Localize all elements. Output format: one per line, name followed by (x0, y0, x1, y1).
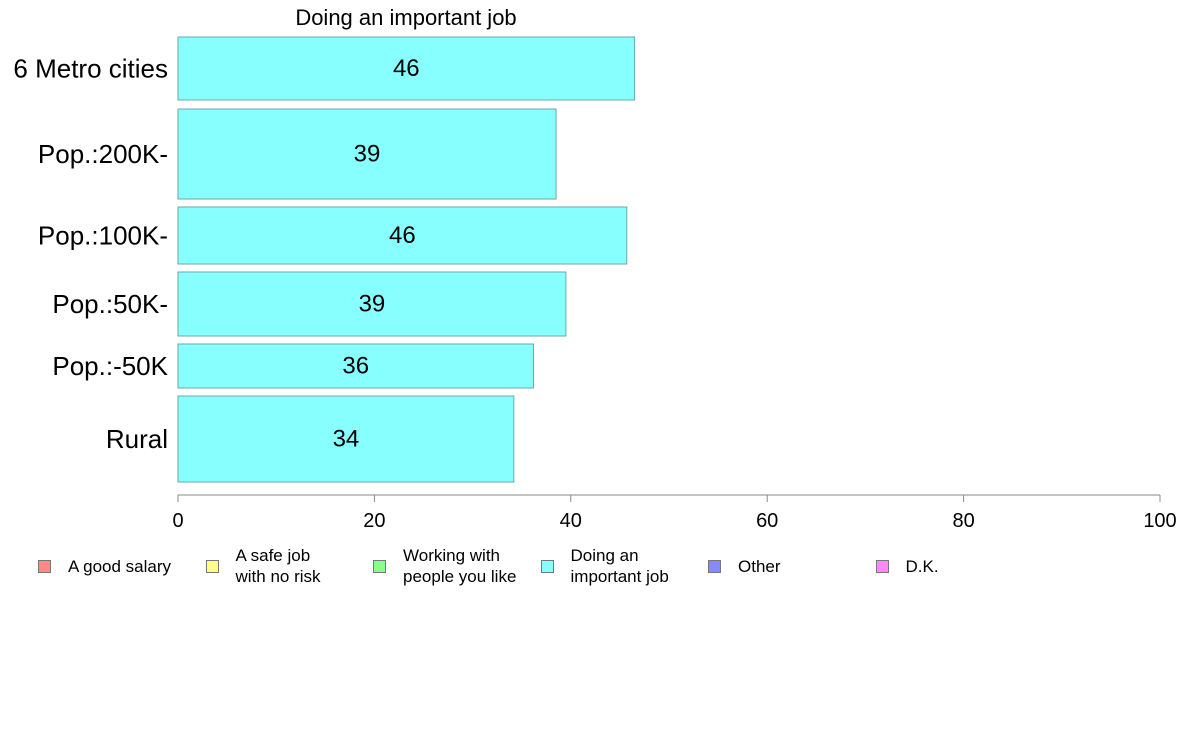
legend-item: Other (708, 544, 781, 588)
legend-swatch (875, 559, 889, 573)
x-tick-label: 20 (363, 510, 385, 532)
bar-value-label: 39 (359, 291, 386, 318)
category-label: Pop.:200K- (38, 139, 168, 169)
bar-value-label: 46 (389, 222, 416, 249)
x-tick-label: 0 (172, 510, 183, 532)
x-tick-label: 40 (560, 510, 582, 532)
legend-swatch (708, 559, 721, 573)
bar (177, 206, 628, 265)
legend-item: Working with people you like (373, 544, 516, 588)
bar (177, 271, 567, 337)
category-label: Pop.:100K- (38, 221, 168, 251)
legend-item: Doing an important job (540, 544, 669, 588)
legend-item: A safe job with no risk (205, 544, 321, 588)
category-label: Pop.:50K- (52, 289, 168, 319)
legend-swatch (205, 559, 219, 573)
category-label: Pop.:-50K (52, 351, 168, 381)
legend: A good salary A safe job with no risk Work… (38, 544, 1158, 592)
legend-label: Other (738, 556, 781, 576)
legend-swatch (373, 559, 386, 573)
bar-value-label: 46 (393, 55, 420, 82)
bar (177, 343, 534, 389)
legend-item: D.K. (875, 544, 939, 588)
legend-item: A good salary (38, 544, 171, 588)
category-label: Rural (106, 424, 168, 454)
x-tick-label: 60 (756, 510, 778, 532)
bar-value-label: 34 (333, 426, 360, 453)
category-label: 6 Metro cities (13, 54, 168, 84)
legend-label: Working with people you like (403, 546, 517, 586)
chart-title: Doing an important job (295, 5, 516, 30)
x-tick-label: 100 (1143, 510, 1176, 532)
bar (177, 108, 557, 200)
legend-label: Doing an important job (570, 546, 669, 586)
legend-label: A safe job with no risk (235, 546, 321, 586)
bar (177, 36, 636, 101)
legend-label: D.K. (905, 556, 939, 576)
x-axis: 0 20 40 60 80 100 (172, 494, 1177, 532)
bar-value-label: 39 (354, 141, 381, 168)
bar (177, 395, 515, 483)
legend-label: A good salary (68, 556, 172, 576)
legend-swatch (38, 559, 51, 573)
bars-layer: 6 Metro cities 46 Pop.:200K- 39 Pop.:100K- 46… (13, 36, 636, 483)
legend-swatch (540, 559, 554, 573)
bar-value-label: 36 (342, 353, 369, 380)
x-tick-label: 80 (952, 510, 974, 532)
